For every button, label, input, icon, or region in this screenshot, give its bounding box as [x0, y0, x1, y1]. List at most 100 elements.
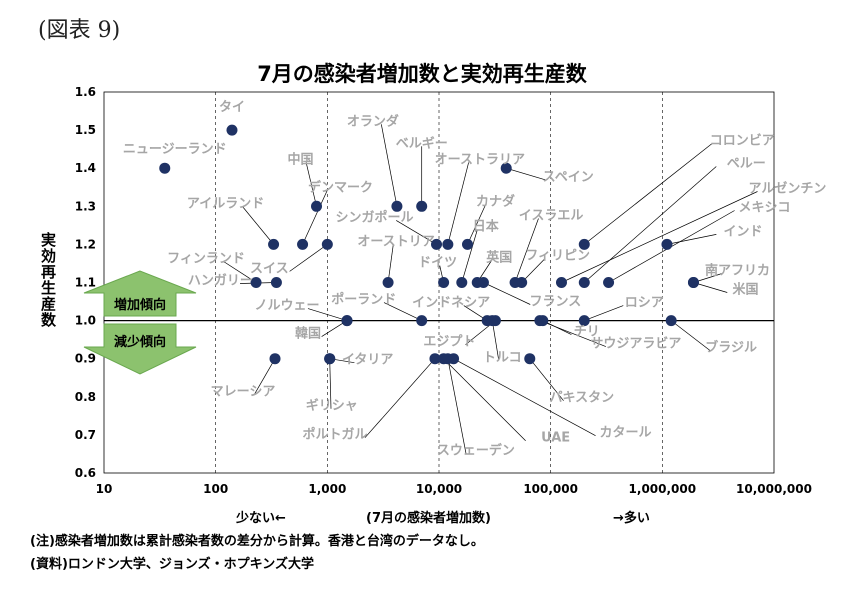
- leader-line: [514, 218, 539, 283]
- leader-line: [380, 124, 398, 207]
- data-point: [226, 124, 238, 136]
- x-tick-label: 10,000: [416, 482, 462, 496]
- data-label: パキスタン: [549, 391, 614, 406]
- x-tick-label: 1,000,000: [629, 482, 697, 496]
- x-caption-left: 少ない←: [236, 511, 286, 526]
- leader-line: [383, 302, 422, 321]
- leader-line: [329, 358, 332, 409]
- data-label: インドネシア: [412, 296, 490, 311]
- data-label: ペルー: [727, 157, 766, 172]
- data-label: アイルランド: [187, 196, 264, 211]
- data-point: [442, 238, 454, 250]
- data-label: ノルウェー: [254, 299, 319, 314]
- data-point: [661, 238, 673, 250]
- data-point: [429, 353, 441, 365]
- y-tick-label: 1.1: [75, 276, 96, 290]
- data-point: [269, 353, 281, 365]
- scatter-chart: 10 100 1,000 10,000 100,000 1,000,000 10,000,0…: [75, 85, 827, 496]
- data-label: ギリシャ: [306, 398, 358, 414]
- data-point: [578, 315, 590, 327]
- data-label: アルゼンチン: [749, 181, 827, 197]
- data-point: [431, 238, 443, 250]
- data-label: チリ: [574, 325, 600, 340]
- leader-line: [396, 220, 437, 245]
- data-label: デンマーク: [308, 179, 373, 195]
- data-point: [448, 353, 460, 365]
- decrease-arrow-label: 減少傾向: [114, 334, 166, 350]
- leader-line: [443, 358, 526, 441]
- leader-line: [506, 167, 547, 181]
- data-point: [391, 200, 403, 212]
- x-tick-label: 100: [203, 482, 228, 496]
- data-label: ドイツ: [418, 256, 457, 271]
- y-tick-label: 1.4: [75, 161, 96, 175]
- data-label: コロンビア: [710, 132, 775, 148]
- x-tick-label: 10,000,000: [736, 482, 812, 496]
- data-label: 韓国: [295, 326, 321, 342]
- data-label: エジプト: [423, 335, 475, 350]
- data-point: [516, 277, 528, 288]
- increase-arrow: [83, 270, 197, 317]
- data-label: 米国: [732, 282, 758, 298]
- data-point: [311, 200, 323, 212]
- leader-lines: [223, 124, 758, 454]
- data-point: [578, 238, 590, 250]
- data-point: [486, 315, 498, 327]
- y-tick-label: 0.6: [75, 466, 96, 480]
- leader-line: [242, 206, 274, 245]
- data-point: [416, 315, 428, 327]
- data-point: [438, 277, 450, 288]
- data-point: [438, 353, 450, 365]
- data-label: フランス: [530, 295, 582, 310]
- data-point: [321, 238, 333, 250]
- data-point: [537, 315, 549, 327]
- decrease-arrow: [83, 323, 197, 375]
- data-label: シンガポール: [336, 209, 414, 225]
- data-point: [603, 277, 615, 288]
- leader-line: [253, 358, 276, 395]
- data-label: ブラジル: [705, 340, 757, 356]
- data-label: フィリピン: [525, 249, 590, 264]
- data-label: カナダ: [476, 193, 515, 209]
- y-tick-label: 1.0: [75, 314, 96, 328]
- data-label: ハンガリー: [188, 274, 253, 289]
- data-label: イスラエル: [519, 209, 584, 224]
- data-point: [462, 238, 474, 250]
- leader-line: [666, 234, 717, 245]
- leader-line: [387, 244, 394, 283]
- data-label: メキシコ: [739, 201, 791, 216]
- leader-line: [447, 358, 467, 454]
- leader-line: [453, 358, 596, 437]
- data-point: [687, 277, 699, 288]
- data-point: [555, 277, 567, 288]
- chart-title: 7月の感染者増加数と実効再生産数: [257, 62, 587, 86]
- data-point: [324, 353, 336, 365]
- data-label: オーストリア: [357, 235, 434, 250]
- data-label: 南アフリカ: [705, 263, 770, 279]
- leader-line: [561, 191, 758, 283]
- data-label: スイス: [250, 261, 289, 276]
- leader-line: [483, 282, 531, 305]
- y-tick-label: 0.9: [75, 352, 96, 366]
- x-caption-center: (7月の感染者増加数): [366, 511, 491, 526]
- data-points: [159, 124, 699, 365]
- leader-line: [302, 190, 328, 245]
- y-tick-label: 0.7: [75, 428, 96, 442]
- grid-layer: 10 100 1,000 10,000 100,000 1,000,000 10,000,0…: [75, 85, 812, 496]
- data-label: トルコ: [483, 351, 522, 366]
- x-tick-label: 1,000: [308, 482, 346, 496]
- data-label: スペイン: [543, 170, 594, 185]
- data-label: インド: [723, 224, 762, 239]
- y-tick-label: 1.3: [75, 199, 96, 213]
- leader-line: [670, 320, 711, 351]
- data-point: [159, 162, 171, 174]
- trend-arrows: 増加傾向 減少傾向: [83, 270, 197, 375]
- data-point: [500, 162, 512, 174]
- chart-note: (注)感染者増加数は累計感染者数の差分から計算。香港と台湾のデータなし。: [30, 534, 484, 549]
- data-label: カタール: [600, 426, 652, 441]
- leader-line: [467, 204, 487, 245]
- leader-line: [307, 308, 348, 321]
- leader-line: [461, 229, 478, 283]
- data-label: ニュージーランド: [123, 142, 227, 157]
- data-point: [297, 238, 309, 250]
